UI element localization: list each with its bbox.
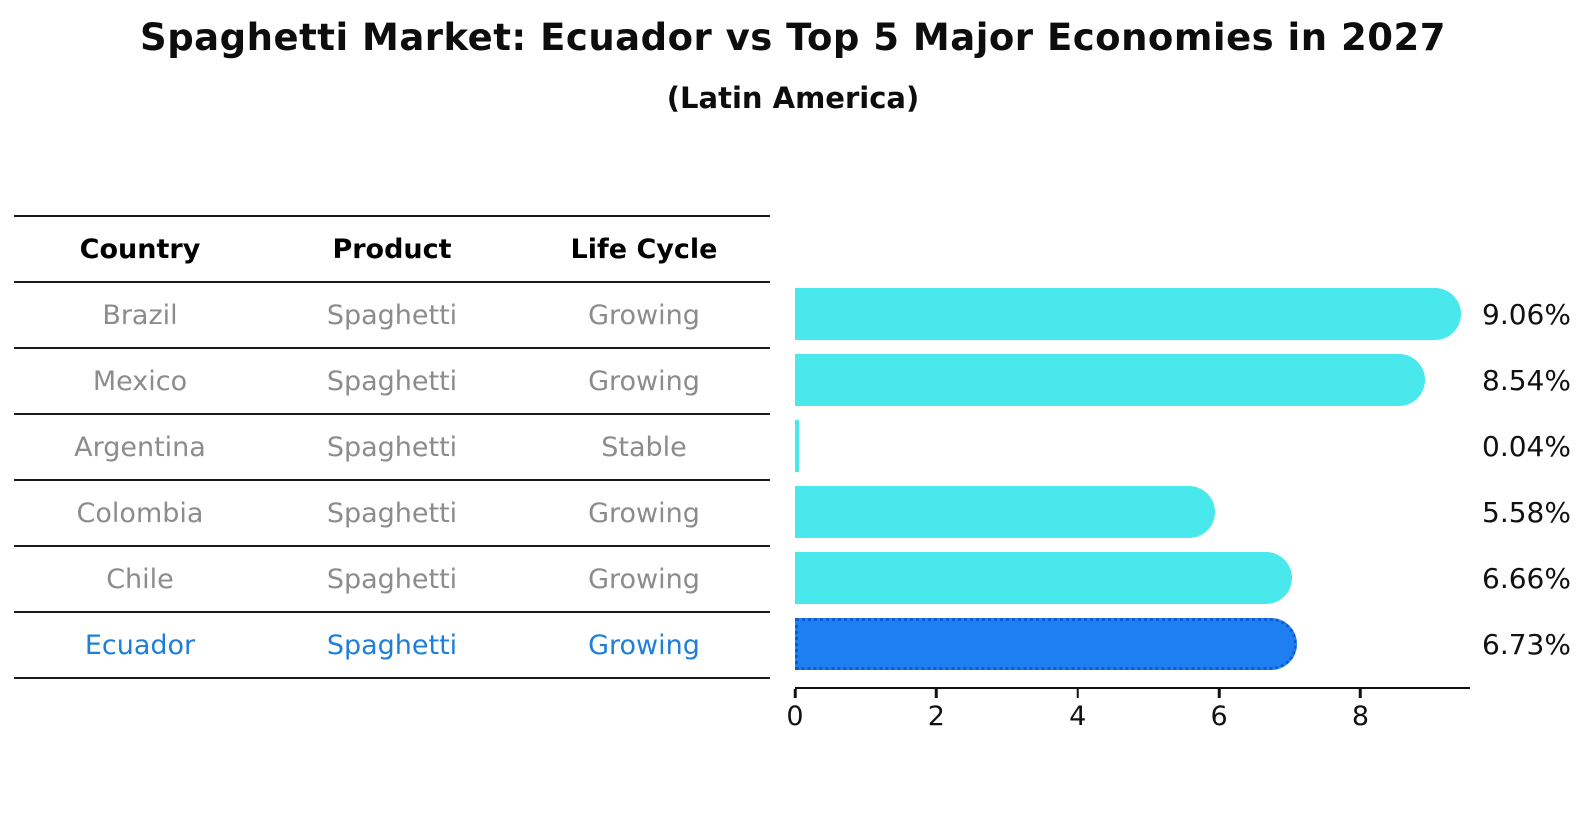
bar-argentina bbox=[795, 420, 799, 472]
country-cell: Mexico bbox=[92, 365, 188, 397]
value-label-ecuador: 6.73% bbox=[1482, 627, 1571, 661]
lifecycle-cell: Growing bbox=[588, 497, 700, 529]
product-cell: Spaghetti bbox=[326, 563, 458, 595]
product-cell: Spaghetti bbox=[326, 431, 458, 463]
plot-area bbox=[795, 420, 1470, 472]
column-header-country: Country bbox=[79, 233, 201, 265]
value-label-mexico: 8.54% bbox=[1482, 363, 1571, 397]
lifecycle-cell: Growing bbox=[588, 629, 700, 661]
x-tick-4: 4 bbox=[1069, 689, 1086, 732]
x-axis: 0 2 4 6 8 bbox=[786, 687, 1470, 749]
content: Country Product Life Cycle Brazil Spaghe… bbox=[0, 215, 1586, 749]
lifecycle-cell: Growing bbox=[588, 299, 700, 331]
bar-brazil bbox=[795, 288, 1462, 340]
lifecycle-cell: Growing bbox=[588, 563, 700, 595]
lifecycle-cell: Stable bbox=[601, 431, 687, 463]
country-cell: Brazil bbox=[102, 299, 178, 331]
x-tick-8: 8 bbox=[1352, 689, 1369, 732]
product-cell: Spaghetti bbox=[326, 497, 458, 529]
bar-chile bbox=[795, 552, 1292, 604]
x-tick-6: 6 bbox=[1210, 689, 1228, 732]
bar-mexico bbox=[795, 354, 1425, 406]
table-header-row: Country Product Life Cycle bbox=[14, 217, 770, 283]
country-cell: Chile bbox=[106, 563, 174, 595]
x-tick-label-2: 2 bbox=[927, 701, 945, 732]
table-row-colombia: Colombia Spaghetti Growing bbox=[14, 481, 770, 547]
lifecycle-cell: Growing bbox=[588, 365, 700, 397]
bar-ecuador-highlighted bbox=[795, 618, 1297, 670]
bar-row-brazil: 9.06% bbox=[795, 281, 1571, 347]
table-row-ecuador-highlighted: Ecuador Spaghetti Growing bbox=[14, 613, 770, 679]
x-tick-label-4: 4 bbox=[1069, 701, 1087, 732]
table-row-chile: Chile Spaghetti Growing bbox=[14, 547, 770, 613]
plot-area bbox=[795, 552, 1470, 604]
column-header-product: Product bbox=[332, 233, 452, 265]
value-label-brazil: 9.06% bbox=[1482, 297, 1571, 331]
chart-title: Spaghetti Market: Ecuador vs Top 5 Major… bbox=[140, 16, 1446, 59]
table-row-brazil: Brazil Spaghetti Growing bbox=[14, 283, 770, 349]
value-label-chile: 6.66% bbox=[1482, 561, 1571, 595]
value-label-colombia: 5.58% bbox=[1482, 495, 1571, 529]
plot-area bbox=[795, 618, 1470, 670]
x-tick-2: 2 bbox=[928, 689, 945, 732]
column-header-lifecycle: Life Cycle bbox=[570, 233, 718, 265]
country-cell: Colombia bbox=[76, 497, 204, 529]
x-tick-label-0: 0 bbox=[786, 701, 804, 732]
product-cell: Spaghetti bbox=[326, 629, 458, 661]
bar-colombia bbox=[795, 486, 1216, 538]
plot-area bbox=[795, 354, 1470, 406]
country-cell: Argentina bbox=[74, 431, 206, 463]
country-table: Country Product Life Cycle Brazil Spaghe… bbox=[14, 215, 770, 679]
bar-row-mexico: 8.54% bbox=[795, 347, 1571, 413]
product-cell: Spaghetti bbox=[326, 299, 458, 331]
bar-row-ecuador: 6.73% bbox=[795, 611, 1571, 677]
table-row-mexico: Mexico Spaghetti Growing bbox=[14, 349, 770, 415]
plot-area bbox=[795, 288, 1470, 340]
country-cell: Ecuador bbox=[84, 629, 196, 661]
bar-chart: 9.06% 8.54% 0.04% 5.58% bbox=[786, 215, 1571, 749]
chart-header-spacer bbox=[795, 215, 1571, 281]
bar-row-argentina: 0.04% bbox=[795, 413, 1571, 479]
plot-area bbox=[795, 486, 1470, 538]
value-label-argentina: 0.04% bbox=[1482, 429, 1571, 463]
x-tick-label-8: 8 bbox=[1351, 701, 1370, 732]
table-row-argentina: Argentina Spaghetti Stable bbox=[14, 415, 770, 481]
product-cell: Spaghetti bbox=[326, 365, 458, 397]
chart-subtitle: (Latin America) bbox=[666, 81, 920, 115]
x-tick-0: 0 bbox=[786, 689, 804, 732]
x-tick-label-6: 6 bbox=[1210, 701, 1228, 732]
bar-row-chile: 6.66% bbox=[795, 545, 1571, 611]
bar-row-colombia: 5.58% bbox=[795, 479, 1571, 545]
